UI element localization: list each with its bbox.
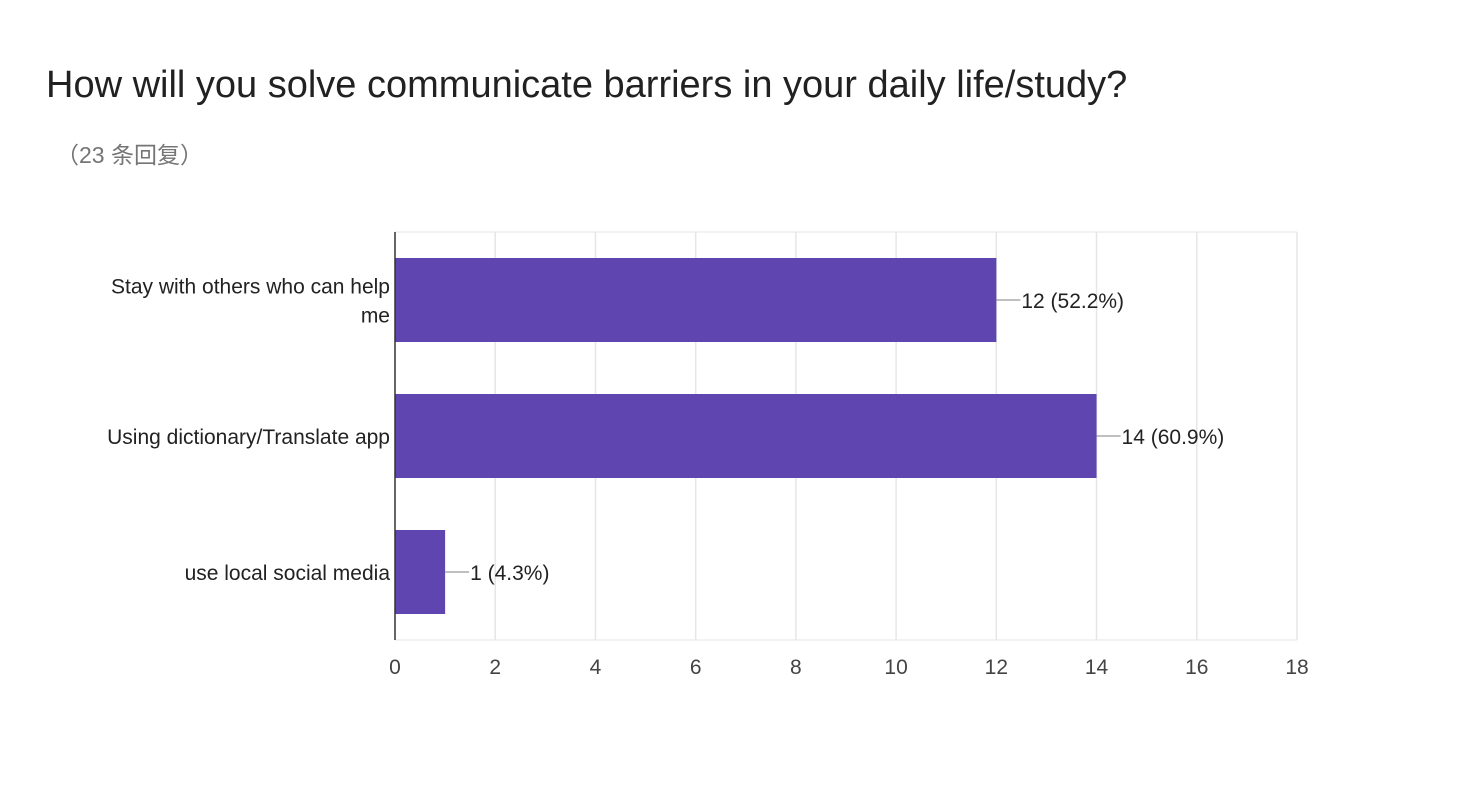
category-labels: Stay with others who can help me Using dic… bbox=[107, 276, 390, 586]
bars bbox=[395, 258, 1097, 614]
category-label: Stay with others who can help bbox=[111, 276, 390, 299]
x-tick-label: 6 bbox=[690, 656, 702, 679]
x-tick-label: 12 bbox=[985, 656, 1008, 679]
x-tick-label: 10 bbox=[884, 656, 907, 679]
data-label: 14 (60.9%) bbox=[1122, 426, 1225, 449]
x-tick-label: 8 bbox=[790, 656, 802, 679]
x-tick-label: 16 bbox=[1185, 656, 1208, 679]
data-label: 12 (52.2%) bbox=[1021, 290, 1124, 313]
data-label: 1 (4.3%) bbox=[470, 562, 549, 585]
x-tick-label: 14 bbox=[1085, 656, 1109, 679]
data-labels: 12 (52.2%) 14 (60.9%) 1 (4.3%) bbox=[470, 290, 1224, 585]
chart-title: How will you solve communicate barriers … bbox=[46, 64, 1128, 106]
x-tick-label: 0 bbox=[389, 656, 401, 679]
response-count: （23 条回复） bbox=[56, 142, 203, 168]
category-label: Using dictionary/Translate app bbox=[107, 426, 390, 449]
x-tick-label: 4 bbox=[590, 656, 602, 679]
category-label: me bbox=[361, 305, 390, 328]
bar bbox=[395, 258, 997, 342]
x-tick-label: 2 bbox=[489, 656, 501, 679]
bar bbox=[395, 530, 446, 614]
x-axis-ticks: 0 2 4 6 8 10 12 14 16 18 bbox=[389, 656, 1309, 679]
bar bbox=[395, 394, 1097, 478]
category-label: use local social media bbox=[185, 562, 391, 585]
leader-lines bbox=[445, 299, 1121, 573]
x-tick-label: 18 bbox=[1285, 656, 1308, 679]
